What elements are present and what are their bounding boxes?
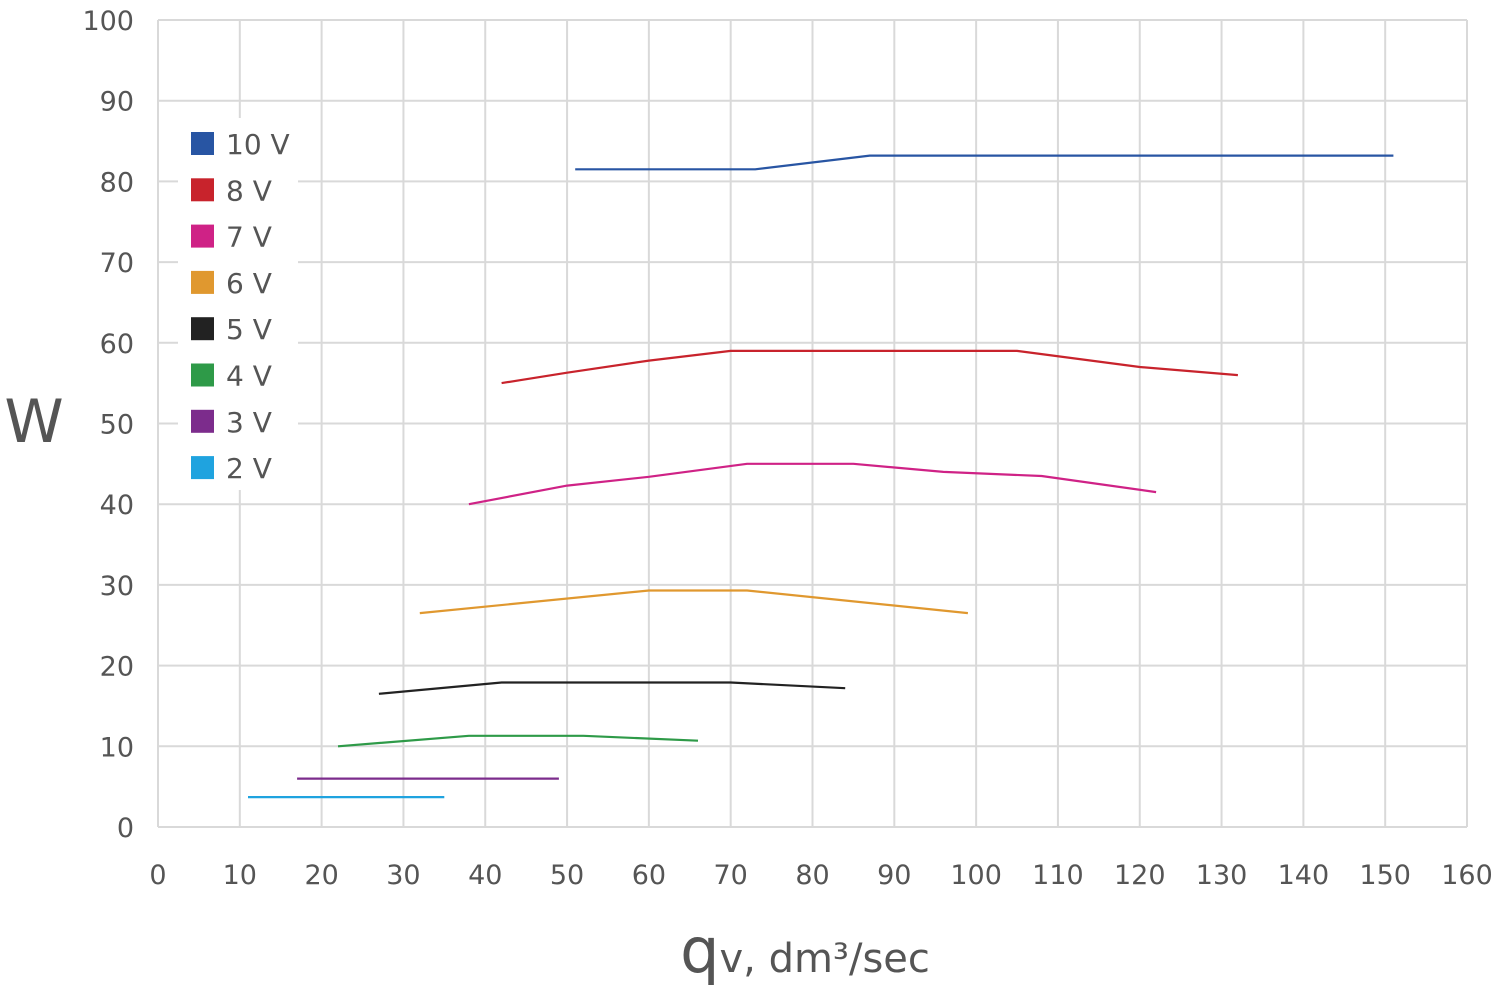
x-tick-label: 100 bbox=[950, 860, 1002, 891]
y-tick-label: 30 bbox=[100, 571, 134, 602]
x-tick-label: 0 bbox=[149, 860, 166, 891]
horizontal-gridlines bbox=[158, 19, 1467, 828]
legend-swatch bbox=[191, 317, 214, 341]
series-line-4v bbox=[337, 734, 699, 748]
y-tick-label: 10 bbox=[100, 732, 134, 763]
x-axis-label-rest: v, dm³/sec bbox=[719, 936, 929, 982]
y-axis-label: W bbox=[4, 387, 63, 457]
legend-label: 8 V bbox=[226, 174, 272, 207]
x-tick-label: 140 bbox=[1278, 860, 1330, 891]
series-line-6v bbox=[419, 589, 969, 615]
legend-label: 2 V bbox=[226, 452, 272, 485]
y-axis-tick-labels: 0 10 20 30 40 50 60 70 80 90 100 bbox=[82, 6, 134, 844]
x-tick-label: 30 bbox=[386, 860, 420, 891]
legend-label: 6 V bbox=[226, 267, 272, 300]
legend-swatch bbox=[191, 132, 214, 155]
y-tick-label: 60 bbox=[100, 329, 134, 360]
legend-label: 3 V bbox=[226, 406, 272, 439]
x-tick-label: 20 bbox=[304, 860, 338, 891]
legend-swatch bbox=[191, 270, 214, 294]
y-tick-label: 80 bbox=[100, 167, 134, 198]
y-tick-label: 90 bbox=[100, 87, 134, 118]
x-tick-label: 160 bbox=[1441, 860, 1493, 891]
series-lines bbox=[248, 154, 1394, 799]
legend-swatch bbox=[191, 363, 214, 387]
y-tick-label: 40 bbox=[100, 490, 134, 521]
x-tick-label: 90 bbox=[877, 860, 911, 891]
y-tick-label: 70 bbox=[100, 248, 134, 279]
x-tick-label: 80 bbox=[795, 860, 829, 891]
x-tick-label: 40 bbox=[468, 860, 502, 891]
legend-swatch bbox=[191, 409, 214, 433]
series-line-7v bbox=[468, 462, 1157, 506]
legend-swatch bbox=[191, 456, 214, 480]
x-tick-label: 10 bbox=[223, 860, 257, 891]
series-line-5v bbox=[378, 681, 846, 695]
y-tick-label: 100 bbox=[82, 6, 134, 37]
y-tick-label: 0 bbox=[117, 813, 134, 844]
legend-label: 7 V bbox=[226, 221, 272, 254]
x-axis-tick-labels: 0 10 20 30 40 50 60 70 80 90 100 110 120 130 140 150 160 bbox=[149, 860, 1492, 891]
x-tick-label: 50 bbox=[550, 860, 584, 891]
legend-label: 4 V bbox=[226, 360, 272, 393]
y-tick-label: 20 bbox=[100, 652, 134, 683]
series-line-8v bbox=[501, 349, 1238, 385]
x-axis-label: qv, dm³/sec bbox=[680, 914, 930, 987]
legend-label: 10 V bbox=[226, 128, 290, 161]
x-axis-label-prefix: q bbox=[680, 914, 719, 987]
x-tick-label: 110 bbox=[1032, 860, 1084, 891]
series-line-10v bbox=[575, 154, 1394, 171]
legend: 10 V 8 V 7 V 6 V 5 V 4 V 3 V 2 V bbox=[178, 118, 298, 490]
legend-swatch bbox=[191, 178, 214, 202]
x-tick-label: 120 bbox=[1114, 860, 1166, 891]
x-tick-label: 150 bbox=[1359, 860, 1411, 891]
legend-label: 5 V bbox=[226, 313, 272, 346]
x-tick-label: 130 bbox=[1196, 860, 1248, 891]
legend-swatch bbox=[191, 224, 214, 248]
x-tick-label: 70 bbox=[714, 860, 748, 891]
x-tick-label: 60 bbox=[632, 860, 666, 891]
y-tick-label: 50 bbox=[100, 410, 134, 441]
